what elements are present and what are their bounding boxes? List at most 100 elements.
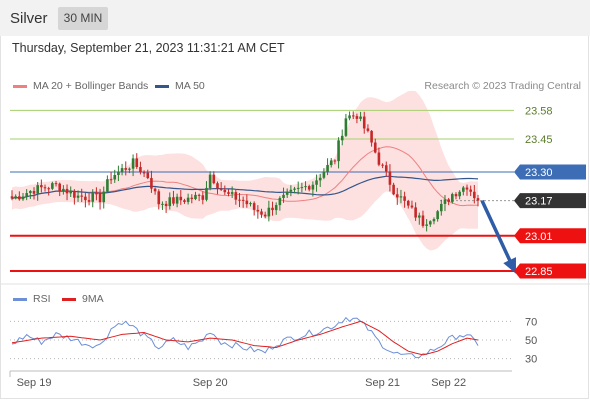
candle-body xyxy=(131,158,135,169)
rsi-tick-30: 30 xyxy=(525,354,537,366)
candle-body xyxy=(333,160,337,162)
timestamp: Thursday, September 21, 2023 11:31:21 AM… xyxy=(12,41,285,55)
level-tag-23.30 xyxy=(514,164,586,180)
level-label-23.01: 23.01 xyxy=(525,231,553,243)
candle-body xyxy=(300,187,304,189)
rsi-tick-50: 50 xyxy=(525,335,537,347)
credit-text: Research © 2023 Trading Central xyxy=(424,80,581,92)
candle-body xyxy=(260,211,263,215)
candle-body xyxy=(373,142,377,153)
candle-body xyxy=(362,116,366,129)
candle-body xyxy=(311,184,315,190)
candle-body xyxy=(410,205,414,208)
candle-body xyxy=(208,174,212,188)
candle-body xyxy=(274,205,278,211)
candle-body xyxy=(36,185,39,194)
candle-body xyxy=(73,190,76,198)
candle-body xyxy=(102,191,106,203)
candles-group xyxy=(10,111,480,232)
candle-body xyxy=(153,188,157,192)
candle-body xyxy=(18,196,21,200)
rsi-tick-70: 70 xyxy=(525,316,537,328)
candle-body xyxy=(234,192,238,200)
candle-body xyxy=(95,193,98,195)
ma50-legend-label: MA 50 xyxy=(175,80,205,92)
candle-body xyxy=(447,199,450,202)
candle-body xyxy=(271,207,274,211)
candle-body xyxy=(21,196,25,200)
candle-body xyxy=(355,116,359,119)
candle-body xyxy=(366,128,370,131)
timeframe-button[interactable]: 30 MIN xyxy=(58,7,108,30)
candle-body xyxy=(256,209,260,212)
candle-body xyxy=(47,188,50,190)
candle-body xyxy=(425,224,428,226)
candle-body xyxy=(113,174,117,180)
candle-body xyxy=(32,191,36,194)
candle-body xyxy=(473,191,476,199)
candle-body xyxy=(179,196,183,201)
candle-body xyxy=(10,196,14,199)
candle-body xyxy=(252,203,256,210)
candle-body xyxy=(322,171,326,178)
level-tag-23.17 xyxy=(514,193,586,209)
candle-body xyxy=(84,196,87,201)
candle-body xyxy=(440,203,443,212)
rsi-ma-line xyxy=(11,320,479,356)
candle-body xyxy=(377,152,381,165)
level-tag-22.85 xyxy=(514,263,586,279)
candle-body xyxy=(183,200,186,202)
candle-body xyxy=(392,184,395,195)
candle-body xyxy=(476,198,480,201)
candle-body xyxy=(432,219,436,222)
candle-body xyxy=(25,193,28,197)
level-label-23.45: 23.45 xyxy=(525,134,553,146)
candle-body xyxy=(417,215,421,218)
candle-body xyxy=(351,115,355,117)
candle-body xyxy=(436,211,439,220)
candle-body xyxy=(307,186,311,190)
candle-body xyxy=(337,140,340,162)
projection-arrow-shaft xyxy=(480,199,517,272)
candle-body xyxy=(65,188,69,194)
level-label-23.30: 23.30 xyxy=(525,167,553,179)
candle-body xyxy=(296,187,300,189)
candle-body xyxy=(54,183,58,185)
candle-body xyxy=(406,200,410,206)
candle-body xyxy=(43,187,47,189)
ma20-legend-swatch xyxy=(13,85,27,88)
candle-body xyxy=(263,214,267,217)
candle-body xyxy=(289,189,293,192)
candle-body xyxy=(142,172,146,174)
candle-body xyxy=(403,196,406,201)
candle-body xyxy=(87,200,91,202)
candle-body xyxy=(120,168,124,172)
chart-header: Silver 30 MIN xyxy=(0,0,590,36)
candle-body xyxy=(370,130,373,143)
candle-body xyxy=(340,135,344,141)
candle-body xyxy=(62,188,65,192)
x-tick-label: Sep 22 xyxy=(431,377,466,389)
rsi-ma-legend-label: 9MA xyxy=(82,293,104,305)
level-label-23.17: 23.17 xyxy=(525,196,553,208)
level-tag-23.01 xyxy=(514,228,586,244)
x-tick-label: Sep 19 xyxy=(17,377,52,389)
candle-body xyxy=(161,203,164,205)
candle-body xyxy=(428,221,432,225)
candle-body xyxy=(388,171,392,185)
candle-body xyxy=(40,185,43,188)
candle-body xyxy=(462,187,465,192)
candle-body xyxy=(124,168,128,170)
candle-body xyxy=(51,183,54,189)
candle-body xyxy=(414,207,417,218)
candle-body xyxy=(128,168,131,170)
candle-body xyxy=(58,183,62,192)
candle-body xyxy=(399,196,403,198)
candle-body xyxy=(150,178,153,189)
x-tick-label: Sep 20 xyxy=(193,377,228,389)
candle-body xyxy=(249,203,252,205)
ma50-legend-swatch xyxy=(155,85,169,88)
candle-body xyxy=(106,179,109,192)
candle-body xyxy=(395,194,399,198)
candle-body xyxy=(227,192,230,194)
